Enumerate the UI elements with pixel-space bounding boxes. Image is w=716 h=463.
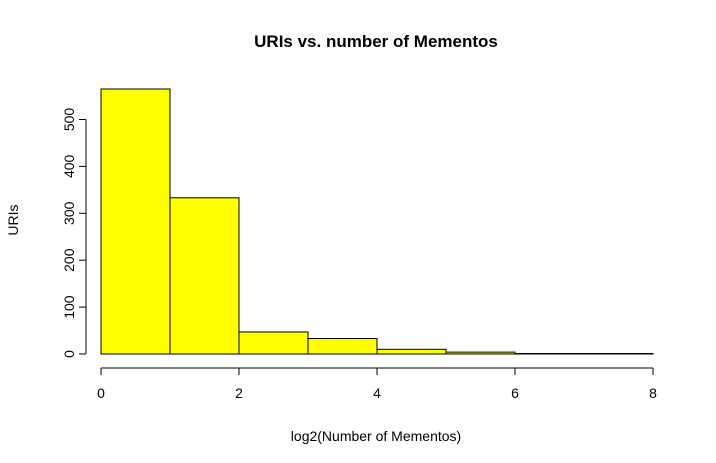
histogram-bar-5	[376, 348, 447, 355]
x-tick-label: 4	[373, 385, 381, 401]
histogram-bar-4	[307, 338, 378, 355]
x-tick-label: 8	[649, 385, 657, 401]
x-tick-label: 0	[97, 385, 105, 401]
histogram-bar-3	[238, 331, 309, 355]
x-axis-label: log2(Number of Mementos)	[291, 428, 461, 444]
histogram-bar-1	[100, 88, 171, 355]
y-tick-label: 500	[61, 108, 77, 132]
x-tick-label: 2	[235, 385, 243, 401]
y-axis-label: URIs	[5, 204, 21, 235]
y-tick-label: 200	[61, 248, 77, 272]
x-tick-label: 6	[511, 385, 519, 401]
x-axis: 0 2 4 6 8	[97, 367, 657, 401]
histogram-bar-2	[169, 197, 240, 355]
chart-title: URIs vs. number of Mementos	[254, 32, 498, 51]
y-tick-label: 300	[61, 201, 77, 225]
y-axis: 0 100 200 300 400 500	[61, 108, 87, 358]
y-tick-label: 100	[61, 295, 77, 319]
y-tick-label: 400	[61, 154, 77, 178]
y-tick-label: 0	[61, 350, 77, 358]
bars-group	[100, 88, 654, 355]
histogram-bar-6	[445, 351, 516, 355]
